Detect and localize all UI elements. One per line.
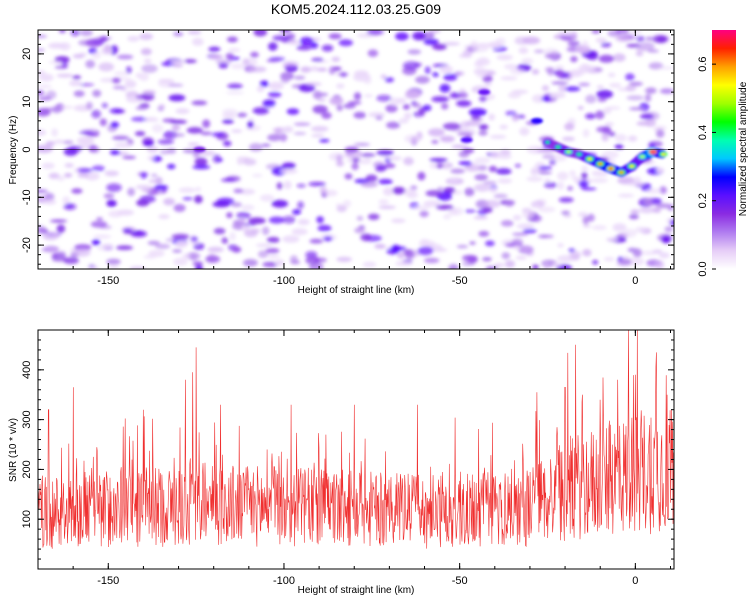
colorbar-gradient bbox=[712, 30, 736, 269]
y-tick-label: 20 bbox=[21, 48, 33, 60]
spectrogram-track-layer bbox=[193, 89, 668, 177]
y-tick-label: 0 bbox=[21, 146, 33, 152]
x-tick-label: -150 bbox=[97, 275, 119, 287]
spectrogram-xlabel: Height of straight line (km) bbox=[298, 285, 415, 296]
colorbar-label: Normalized spectral amplitude bbox=[738, 81, 749, 216]
colorbar-tick-label: 0.4 bbox=[697, 125, 709, 140]
snr-xlabel: Height of straight line (km) bbox=[298, 585, 415, 596]
y-tick-label: 100 bbox=[21, 510, 33, 528]
spectrogram-blob bbox=[530, 117, 543, 124]
chart-title: KOM5.2024.112.03.25.G09 bbox=[271, 1, 441, 17]
y-tick-label: -20 bbox=[21, 237, 33, 253]
x-tick-label: -100 bbox=[273, 275, 295, 287]
colorbar: 0.0 0.2 0.4 0.6 Normalized spectral amplitu… bbox=[697, 30, 749, 277]
colorbar-ticks: 0.0 0.2 0.4 0.6 bbox=[697, 56, 716, 277]
x-tick-label: -100 bbox=[273, 575, 295, 587]
y-tick-label: 200 bbox=[21, 460, 33, 478]
spectrogram-blob bbox=[460, 136, 473, 143]
snr-ylabel: SNR (10 * v/v) bbox=[8, 418, 19, 482]
x-tick-label: 0 bbox=[632, 575, 638, 587]
snr-series-line bbox=[38, 330, 674, 549]
y-tick-label: 10 bbox=[21, 96, 33, 108]
spectrogram-ylabel: Frequency (Hz) bbox=[8, 116, 19, 185]
x-tick-label: 0 bbox=[632, 275, 638, 287]
colorbar-tick-label: 0.6 bbox=[697, 56, 709, 71]
x-tick-label: -150 bbox=[97, 575, 119, 587]
y-tick-label: 400 bbox=[21, 361, 33, 379]
colorbar-tick-label: 0.0 bbox=[697, 261, 709, 276]
colorbar-tick-label: 0.2 bbox=[697, 193, 709, 208]
spectrogram-blob bbox=[478, 89, 491, 96]
x-tick-label: -50 bbox=[452, 575, 468, 587]
y-tick-label: 300 bbox=[21, 410, 33, 428]
y-tick-label: -10 bbox=[21, 189, 33, 205]
snr-panel: -150 -100 -50 0 100 200 300 400 Height of strai… bbox=[8, 329, 675, 596]
snr-ticks: -150 -100 -50 0 100 200 300 400 bbox=[21, 329, 674, 587]
x-tick-label: -50 bbox=[452, 275, 468, 287]
